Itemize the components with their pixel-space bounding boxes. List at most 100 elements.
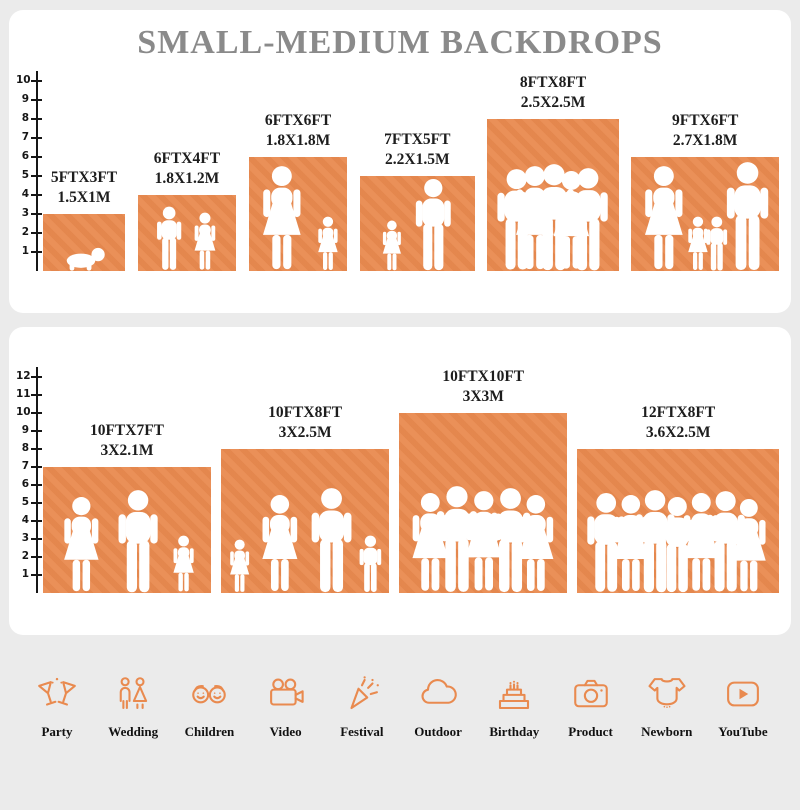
ruler-axis-line — [36, 367, 38, 593]
page-title: SMALL-MEDIUM BACKDROPS — [137, 24, 663, 61]
boy-silhouette — [356, 535, 385, 593]
ruler-number: 7 — [21, 460, 29, 472]
size-label-ft: 8FTX8FT — [519, 74, 587, 92]
ruler-tick — [31, 484, 42, 486]
woman-silhouette — [253, 165, 311, 271]
man-silhouette — [410, 178, 457, 271]
ruler-tick — [31, 194, 42, 196]
wedding-icon — [112, 677, 154, 719]
size-label-m: 3X2.5M — [278, 424, 332, 442]
ruler-tick — [31, 118, 42, 120]
girl-silhouette — [313, 216, 343, 271]
ruler-tick — [31, 137, 42, 139]
ruler-number: 6 — [21, 150, 29, 162]
children-icon — [188, 684, 230, 719]
ruler-number: 8 — [21, 442, 29, 454]
backdrop-swatch — [137, 195, 237, 271]
category-label: Birthday — [489, 724, 540, 739]
backdrop-item: 10FTX8FT 3X2.5M — [221, 403, 390, 593]
category-party: Party — [22, 673, 92, 740]
category-festival: Festival — [327, 673, 397, 740]
size-label-ft: 12FTX8FT — [641, 404, 716, 422]
woman-silhouette — [509, 494, 563, 593]
size-label-ft: 5FTX3FT — [50, 169, 118, 187]
product-icon — [570, 679, 612, 719]
ruler-number: 10 — [16, 406, 31, 418]
backdrop-item: 8FTX8FT 2.5X2.5M — [487, 73, 619, 272]
category-label: Wedding — [108, 724, 159, 739]
size-label-ft: 10FTX8FT — [268, 404, 343, 422]
backdrop-item: 10FTX7FT 3X2.1M — [43, 421, 211, 593]
ruler-tick — [31, 213, 42, 215]
ruler-tick — [31, 520, 42, 522]
girl-silhouette — [225, 539, 254, 593]
category-label: Party — [41, 724, 73, 739]
backdrop-item: 9FTX6FT 2.7X1.8M — [631, 111, 779, 271]
ruler-number: 9 — [21, 93, 29, 105]
size-label-m: 3X2.1M — [100, 442, 154, 460]
ruler-number: 12 — [16, 370, 31, 382]
ruler-tick — [31, 232, 42, 234]
backdrop-item: 12FTX8FT 3.6X2.5M — [577, 403, 779, 593]
backdrop-swatch — [248, 157, 348, 271]
category-youtube: YouTube — [708, 673, 778, 740]
size-label-m: 3X3M — [462, 388, 504, 406]
size-label-m: 1.8X1.2M — [154, 170, 220, 188]
youtube-icon — [722, 681, 764, 719]
size-label-m: 2.7X1.8M — [672, 132, 738, 150]
ruler-number: 7 — [21, 131, 29, 143]
ruler-tick — [31, 175, 42, 177]
ruler-number: 2 — [21, 550, 29, 562]
category-birthday: Birthday — [479, 673, 549, 740]
man-silhouette — [305, 487, 358, 593]
ruler-tick — [31, 502, 42, 504]
ruler-number: 5 — [21, 496, 29, 508]
backdrop-swatch — [487, 119, 619, 272]
ruler-tick — [31, 430, 42, 432]
newborn-icon — [646, 678, 688, 719]
ruler-tick — [31, 156, 42, 158]
baby-silhouette — [61, 246, 107, 271]
category-label: Festival — [340, 724, 384, 739]
category-wedding: Wedding — [98, 673, 168, 740]
outdoor-icon — [417, 679, 459, 719]
ruler-tick — [31, 376, 42, 378]
backdrop-swatch — [221, 449, 390, 593]
ruler-number: 5 — [21, 169, 29, 181]
ruler-number: 11 — [16, 388, 31, 400]
size-label-m: 2.5X2.5M — [520, 94, 586, 112]
category-video: Video — [251, 673, 321, 740]
category-label: Outdoor — [414, 724, 462, 739]
backdrop-bars-bottom: 10FTX7FT 3X2.1M 10FTX8FT 3X2.5M 10FTX10FT 3X3… — [43, 367, 779, 593]
size-label-ft: 10FTX7FT — [89, 422, 165, 440]
size-label-ft: 6FTX4FT — [153, 150, 221, 168]
backdrop-item: 6FTX4FT 1.8X1.2M — [137, 149, 237, 271]
size-label-m: 1.5X1M — [57, 189, 111, 207]
ruler-number: 4 — [21, 514, 29, 526]
size-label-ft: 10FTX10FT — [442, 368, 525, 386]
large-backdrops-panel: 1 2 3 4 5 6 7 8 9 10 11 12 10FTX7FT 3X2.1M 10FTX8FT 3X… — [9, 327, 791, 635]
small-medium-backdrops-panel: SMALL-MEDIUM BACKDROPS 1 2 3 4 5 6 7 8 9 10 5FTX3… — [9, 10, 791, 313]
size-label-m: 2.2X1.5M — [385, 151, 450, 169]
backdrop-item: 10FTX10FT 3X3M — [399, 367, 568, 593]
festival-icon — [341, 676, 383, 719]
girl-silhouette — [168, 535, 199, 593]
backdrop-item: 5FTX3FT 1.5X1M — [43, 168, 125, 271]
ruler-tick — [31, 80, 42, 82]
ruler-tick — [31, 538, 42, 540]
party-icon — [36, 677, 78, 719]
woman-silhouette — [723, 498, 775, 593]
backdrop-swatch — [577, 449, 779, 593]
ruler-number: 1 — [21, 245, 29, 257]
category-icon-row: Party Wedding Children Video Festival Outdoor… — [0, 673, 800, 740]
category-label: Video — [269, 724, 302, 739]
man-silhouette — [562, 167, 614, 272]
man-silhouette — [720, 161, 775, 271]
ruler-tick — [31, 251, 42, 253]
girl-silhouette — [189, 212, 221, 271]
category-product: Product — [556, 673, 626, 740]
birthday-icon — [493, 680, 535, 719]
ruler-number: 10 — [16, 74, 31, 86]
category-label: Product — [568, 724, 613, 739]
ruler-number: 4 — [21, 188, 29, 200]
